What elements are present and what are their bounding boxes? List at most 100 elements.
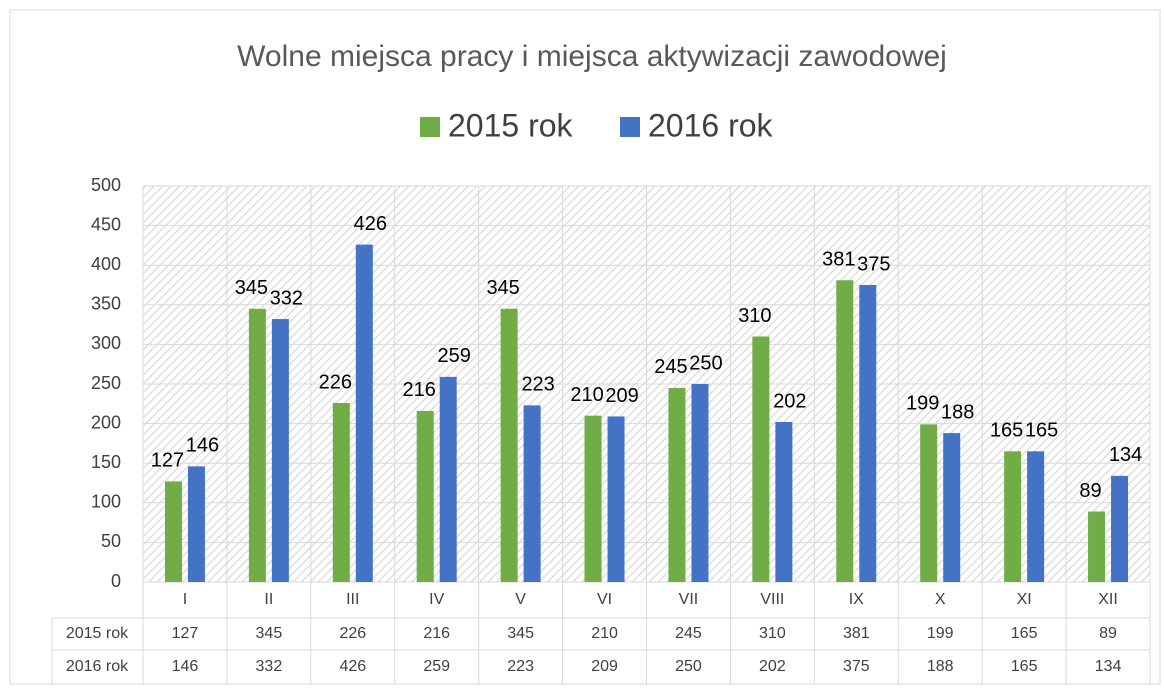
x-tick-label: VI (597, 591, 612, 608)
x-tick-label: IV (429, 591, 444, 608)
data-label: 310 (738, 305, 771, 327)
x-tick-label: VII (679, 591, 699, 608)
y-tick-label: 50 (101, 531, 121, 551)
data-label: 375 (857, 253, 890, 275)
bar (775, 422, 793, 582)
y-tick-label: 250 (91, 373, 121, 393)
table-cell: 226 (339, 625, 366, 642)
y-tick-label: 350 (91, 294, 121, 314)
table-cell: 259 (423, 658, 450, 675)
bar (332, 403, 350, 582)
x-tick-label: II (264, 591, 273, 608)
data-label: 188 (941, 401, 974, 423)
table-cell: 310 (759, 625, 786, 642)
data-label: 127 (151, 450, 184, 472)
x-tick-label: XII (1098, 591, 1118, 608)
data-label: 146 (186, 435, 219, 457)
table-cell: 332 (256, 658, 283, 675)
data-label: 202 (773, 390, 806, 412)
x-tick-label: X (935, 591, 946, 608)
data-label: 381 (822, 249, 855, 271)
y-tick-label: 200 (91, 412, 121, 432)
data-label: 210 (570, 384, 603, 406)
bar (668, 387, 686, 582)
data-label: 165 (1025, 420, 1058, 442)
x-tick-label: I (183, 591, 187, 608)
y-tick-label: 100 (91, 492, 121, 512)
table-cell: 216 (423, 625, 450, 642)
bar (584, 415, 602, 582)
y-tick-label: 400 (91, 254, 121, 274)
data-label: 226 (319, 371, 352, 393)
table-cell: 127 (172, 625, 199, 642)
table-cell: 375 (843, 658, 870, 675)
legend-label: 2016 rok (648, 107, 774, 143)
data-label: 259 (438, 345, 471, 367)
bar (1027, 451, 1045, 582)
y-tick-label: 150 (91, 452, 121, 472)
data-label: 245 (654, 356, 687, 378)
data-label: 199 (906, 393, 939, 415)
table-cell: 165 (1011, 625, 1038, 642)
bar (355, 244, 373, 582)
bar (607, 416, 625, 582)
table-cell: 245 (675, 625, 702, 642)
x-tick-label: XI (1017, 591, 1032, 608)
table-cell: 381 (843, 625, 870, 642)
data-label: 345 (235, 277, 268, 299)
y-tick-label: 300 (91, 333, 121, 353)
table-row-label: 2015 rok (66, 625, 129, 642)
bar (691, 384, 709, 582)
data-label: 165 (990, 420, 1023, 442)
table-cell: 165 (1011, 658, 1038, 675)
data-label: 209 (605, 385, 638, 407)
bar (859, 285, 877, 582)
y-tick-label: 500 (91, 175, 121, 195)
table-cell: 202 (759, 658, 786, 675)
table-cell: 345 (507, 625, 534, 642)
bar (752, 336, 770, 582)
data-label: 250 (689, 352, 722, 374)
bar (248, 308, 266, 582)
data-label: 134 (1109, 444, 1142, 466)
y-tick-label: 0 (111, 571, 121, 591)
bar (187, 466, 205, 582)
x-tick-label: III (346, 591, 359, 608)
table-cell: 188 (927, 658, 954, 675)
table-cell: 345 (256, 625, 283, 642)
bar (271, 319, 289, 582)
bar (1111, 475, 1129, 582)
table-row-label: 2016 rok (66, 658, 129, 675)
bar (836, 280, 854, 582)
bar (920, 424, 938, 582)
bar (523, 405, 541, 582)
bar (943, 433, 961, 582)
table-cell: 134 (1095, 658, 1122, 675)
table-cell: 210 (591, 625, 618, 642)
bar (1004, 451, 1022, 582)
legend-swatch (420, 117, 440, 137)
data-label: 426 (354, 213, 387, 235)
x-tick-label: IX (849, 591, 864, 608)
y-tick-label: 450 (91, 214, 121, 234)
bar (500, 308, 518, 582)
legend-swatch (620, 117, 640, 137)
data-label: 345 (486, 277, 519, 299)
data-label: 223 (521, 374, 554, 396)
bar (416, 410, 434, 582)
chart-title: Wolne miejsca pracy i miejsca aktywizacj… (237, 40, 947, 73)
table-cell: 89 (1099, 625, 1117, 642)
table-cell: 250 (675, 658, 702, 675)
data-label: 332 (270, 287, 303, 309)
data-label: 89 (1079, 480, 1101, 502)
bar (439, 376, 457, 582)
table-cell: 146 (172, 658, 199, 675)
table-cell: 426 (339, 658, 366, 675)
table-cell: 199 (927, 625, 954, 642)
bar (1088, 511, 1106, 582)
legend-label: 2015 rok (448, 107, 574, 143)
x-tick-label: V (515, 591, 526, 608)
table-cell: 209 (591, 658, 618, 675)
data-label: 216 (403, 379, 436, 401)
